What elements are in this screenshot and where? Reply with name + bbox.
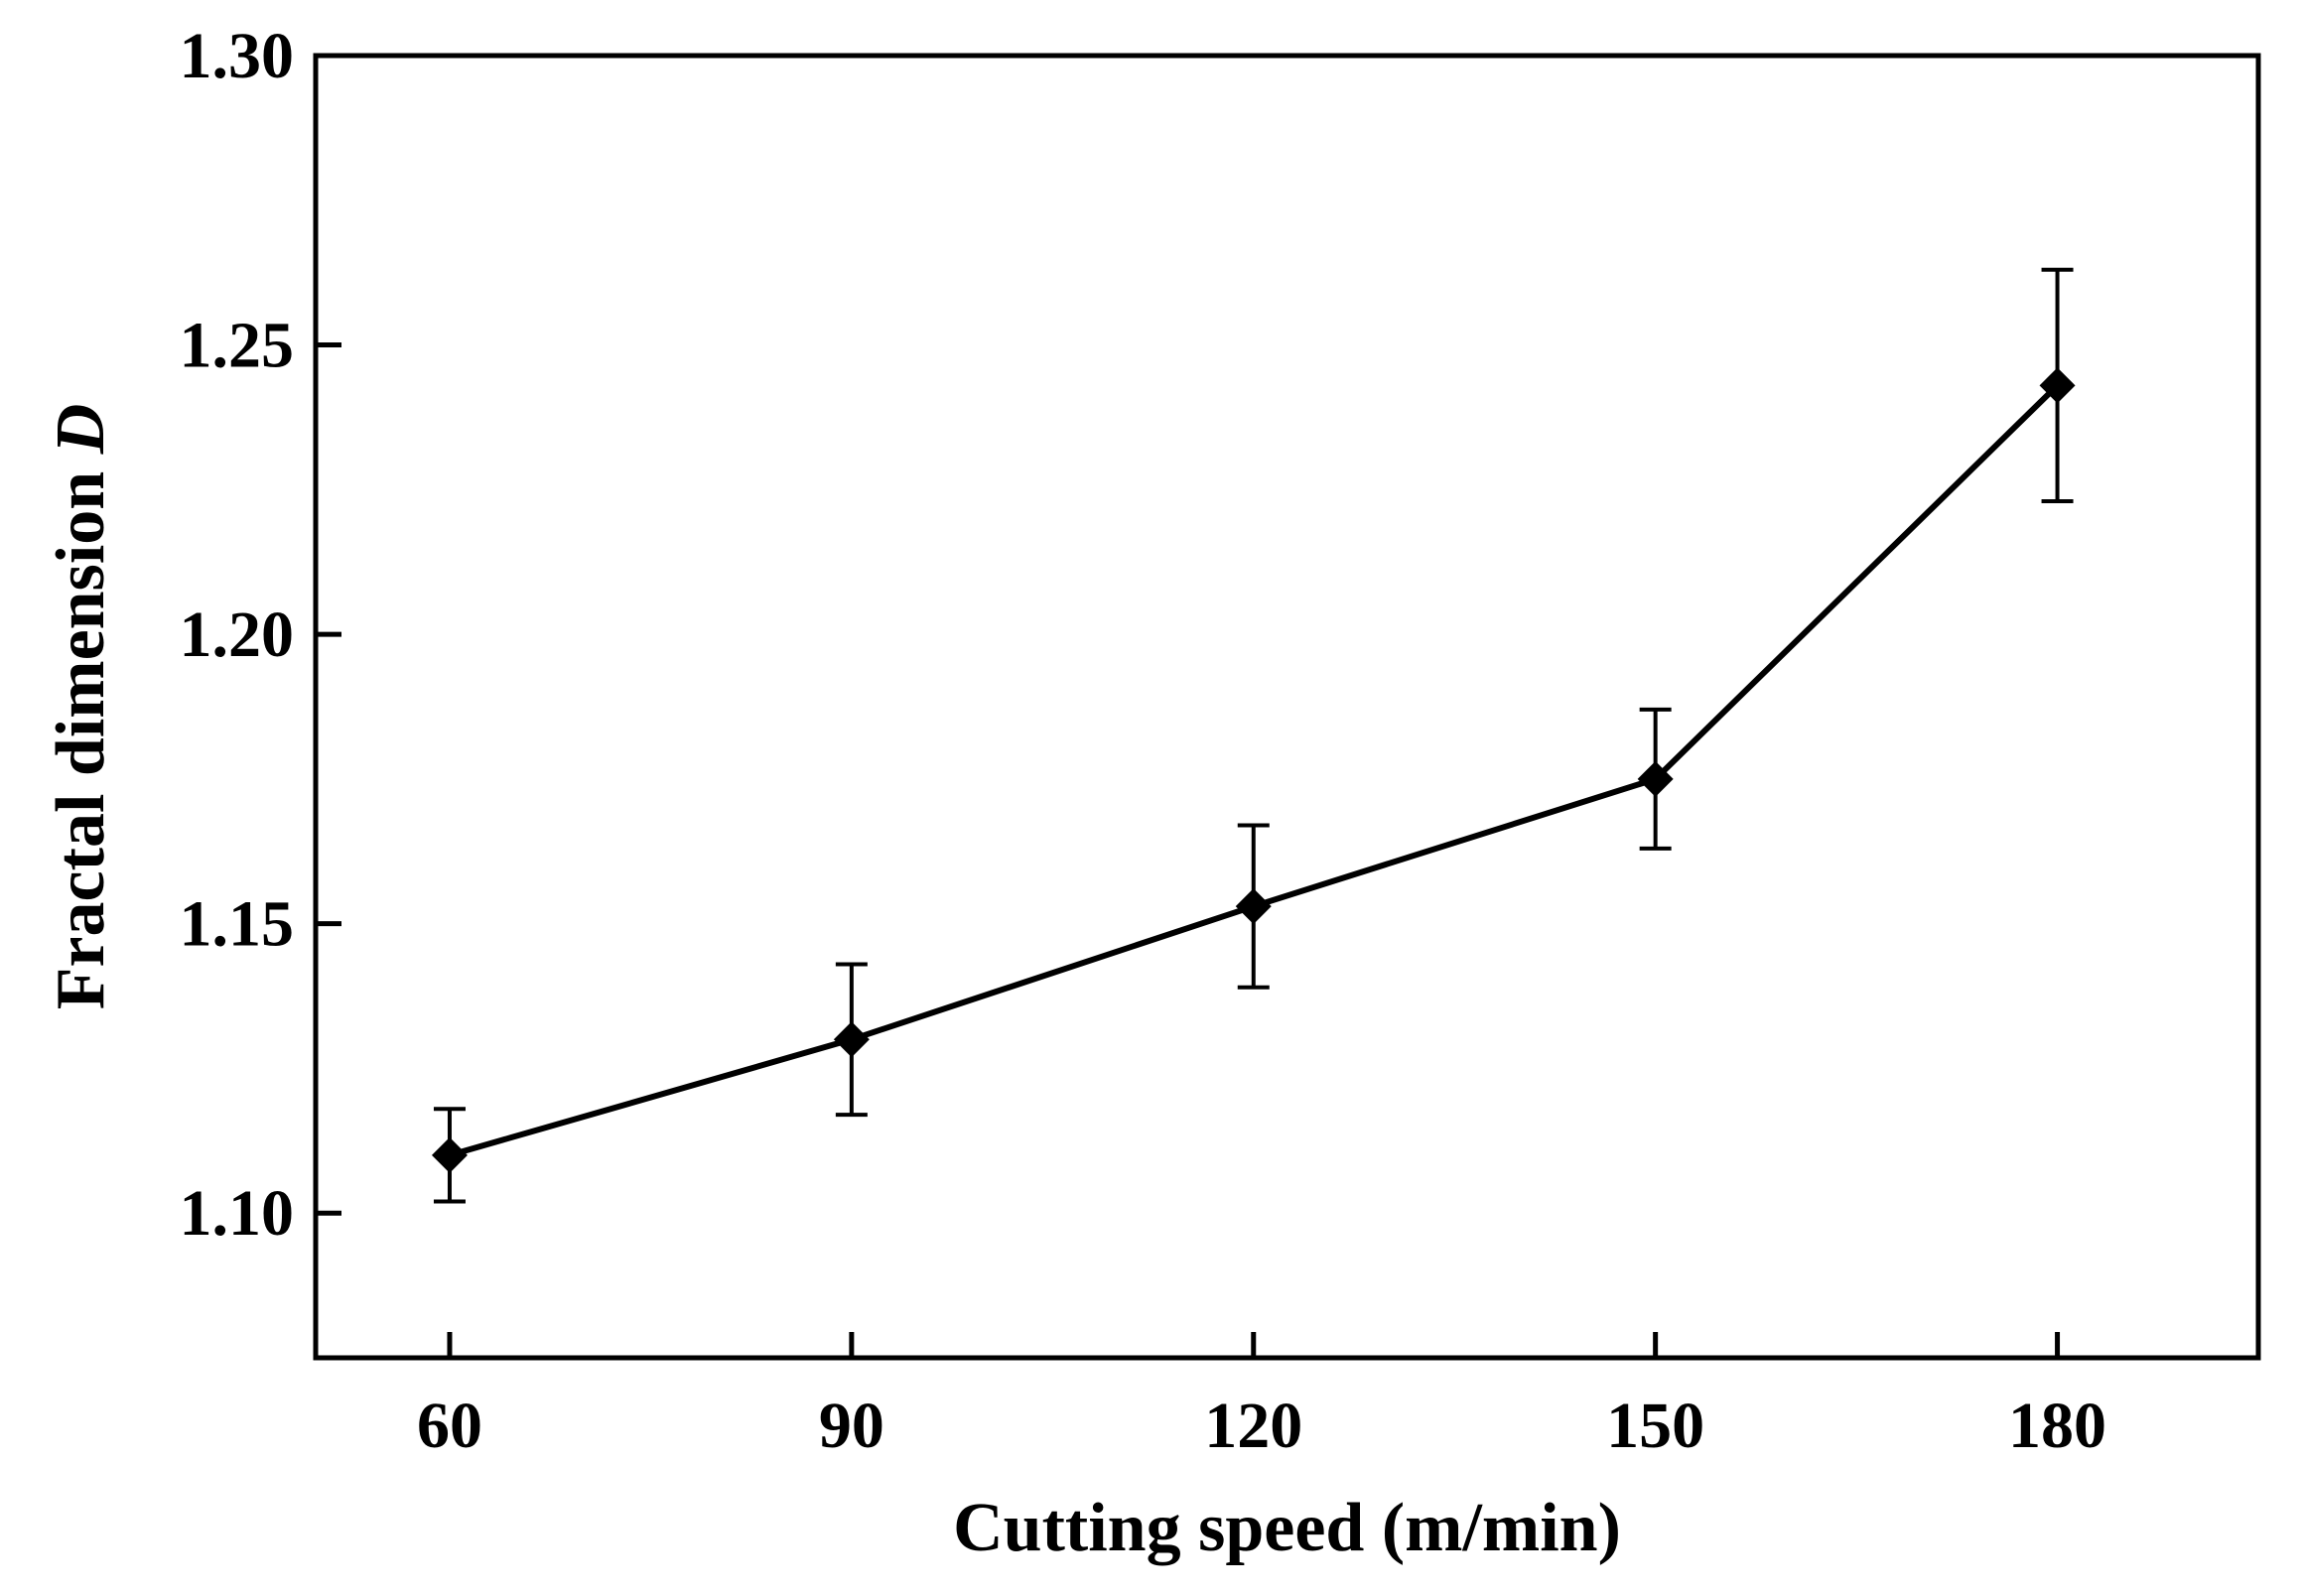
y-axis-title: Fractal dimension D xyxy=(43,404,119,1010)
data-point-diamond xyxy=(833,1021,870,1058)
ticks-layer: 1.10 1.15 1.20 1.25 1.30 60 90 120 150 180 xyxy=(180,20,2107,1462)
series-line xyxy=(449,383,2060,1158)
y-tick-label: 1.15 xyxy=(180,888,295,961)
x-tick-label: 150 xyxy=(1606,1390,1704,1462)
x-tick-label: 120 xyxy=(1204,1390,1302,1462)
y-tick-label: 1.20 xyxy=(180,598,295,671)
x-axis-title: Cutting speed (m/min) xyxy=(953,1490,1621,1566)
y-tick-label: 1.10 xyxy=(180,1177,295,1250)
data-point-diamond xyxy=(2039,367,2076,404)
series-layer xyxy=(431,267,2076,1204)
y-axis-title-variable: D xyxy=(43,404,119,456)
data-point-diamond xyxy=(1235,888,1272,925)
x-tick-label: 60 xyxy=(417,1390,482,1462)
plot-frame xyxy=(313,53,2261,1361)
y-tick-label: 1.30 xyxy=(180,20,295,92)
x-tick-label: 90 xyxy=(819,1390,884,1462)
x-tick-label: 180 xyxy=(2008,1390,2106,1462)
data-point-diamond xyxy=(1637,760,1674,797)
y-tick-label: 1.25 xyxy=(180,310,295,382)
y-axis-title-text: Fractal dimension xyxy=(43,454,119,1009)
data-point-diamond xyxy=(431,1136,468,1173)
